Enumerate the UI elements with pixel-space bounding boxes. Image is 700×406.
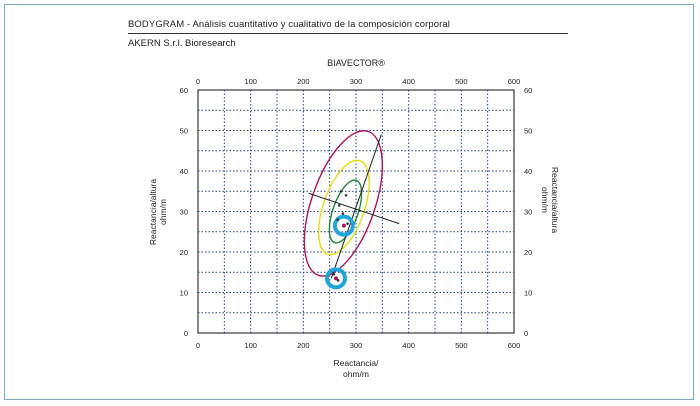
header-divider bbox=[128, 33, 568, 34]
y-tick-label-right: 0 bbox=[524, 329, 528, 338]
report-title: BODYGRAM - Análisis cuantitativo y cuali… bbox=[128, 19, 450, 30]
report-subtitle: AKERN S.r.l. Bioresearch bbox=[128, 38, 236, 49]
x-tick-label-bottom: 100 bbox=[244, 341, 257, 350]
grid bbox=[197, 89, 515, 334]
major-axis-line bbox=[330, 134, 382, 279]
tolerance-ellipse-50 bbox=[328, 179, 363, 244]
y-axis-label-left-line2: ohm/m bbox=[158, 199, 168, 225]
tolerance-ellipse-95 bbox=[303, 130, 384, 277]
x-tick-label-top: 100 bbox=[244, 77, 257, 86]
highlight-circle bbox=[332, 214, 355, 237]
data-point bbox=[339, 189, 343, 193]
data-point bbox=[333, 276, 338, 281]
x-tick-label-bottom: 600 bbox=[508, 341, 521, 350]
x-tick-label-bottom: 300 bbox=[350, 341, 363, 350]
y-tick-label-right: 20 bbox=[524, 248, 532, 257]
x-axis-label-line1: Reactancia/ bbox=[334, 358, 380, 368]
data-point bbox=[346, 222, 349, 225]
data-point bbox=[341, 212, 345, 215]
y-tick-label-left: 60 bbox=[180, 86, 188, 95]
y-tick-label-left: 0 bbox=[184, 329, 188, 338]
x-tick-label-top: 500 bbox=[455, 77, 468, 86]
y-tick-label-right: 60 bbox=[524, 86, 532, 95]
y-tick-label-right: 40 bbox=[524, 167, 532, 176]
tolerance-ellipse-75 bbox=[317, 159, 370, 256]
y-tick-label-left: 40 bbox=[180, 167, 188, 176]
x-tick-label-top: 200 bbox=[297, 77, 310, 86]
y-tick-label-left: 50 bbox=[180, 127, 188, 136]
y-axis-label-right-line1: Reactancia/altura bbox=[550, 167, 560, 233]
data-point bbox=[337, 204, 341, 207]
y-tick-label-right: 10 bbox=[524, 289, 532, 298]
y-tick-label-right: 50 bbox=[524, 127, 532, 136]
x-tick-label-bottom: 200 bbox=[297, 341, 310, 350]
x-axis-label-line2: ohm/m bbox=[343, 369, 369, 379]
x-tick-label-bottom: 400 bbox=[402, 341, 415, 350]
data-point bbox=[336, 279, 340, 282]
chart-title: BIAVECTOR® bbox=[327, 58, 385, 68]
y-tick-label-right: 30 bbox=[524, 208, 532, 217]
minor-axis-line bbox=[308, 192, 400, 225]
x-tick-label-top: 0 bbox=[196, 77, 200, 86]
y-axis-label-right-line2: ohm/m bbox=[540, 187, 550, 213]
x-tick-label-bottom: 0 bbox=[196, 341, 200, 350]
x-tick-label-top: 600 bbox=[508, 77, 521, 86]
x-tick-label-top: 300 bbox=[350, 77, 363, 86]
x-tick-label-bottom: 500 bbox=[455, 341, 468, 350]
ellipse-axes bbox=[308, 134, 400, 279]
data-point bbox=[336, 218, 339, 221]
y-tick-label-left: 10 bbox=[180, 289, 188, 298]
data-point bbox=[341, 223, 346, 228]
y-axis-label-left-line1: Reactancia/altura bbox=[148, 179, 158, 245]
y-tick-label-left: 30 bbox=[180, 208, 188, 217]
data-points bbox=[324, 189, 355, 290]
x-tick-label-top: 400 bbox=[402, 77, 415, 86]
tolerance-ellipses bbox=[303, 130, 384, 277]
data-point bbox=[344, 194, 348, 197]
y-tick-label-left: 20 bbox=[180, 248, 188, 257]
data-point bbox=[332, 272, 336, 276]
report-frame bbox=[4, 4, 694, 400]
highlight-circle bbox=[324, 267, 347, 290]
